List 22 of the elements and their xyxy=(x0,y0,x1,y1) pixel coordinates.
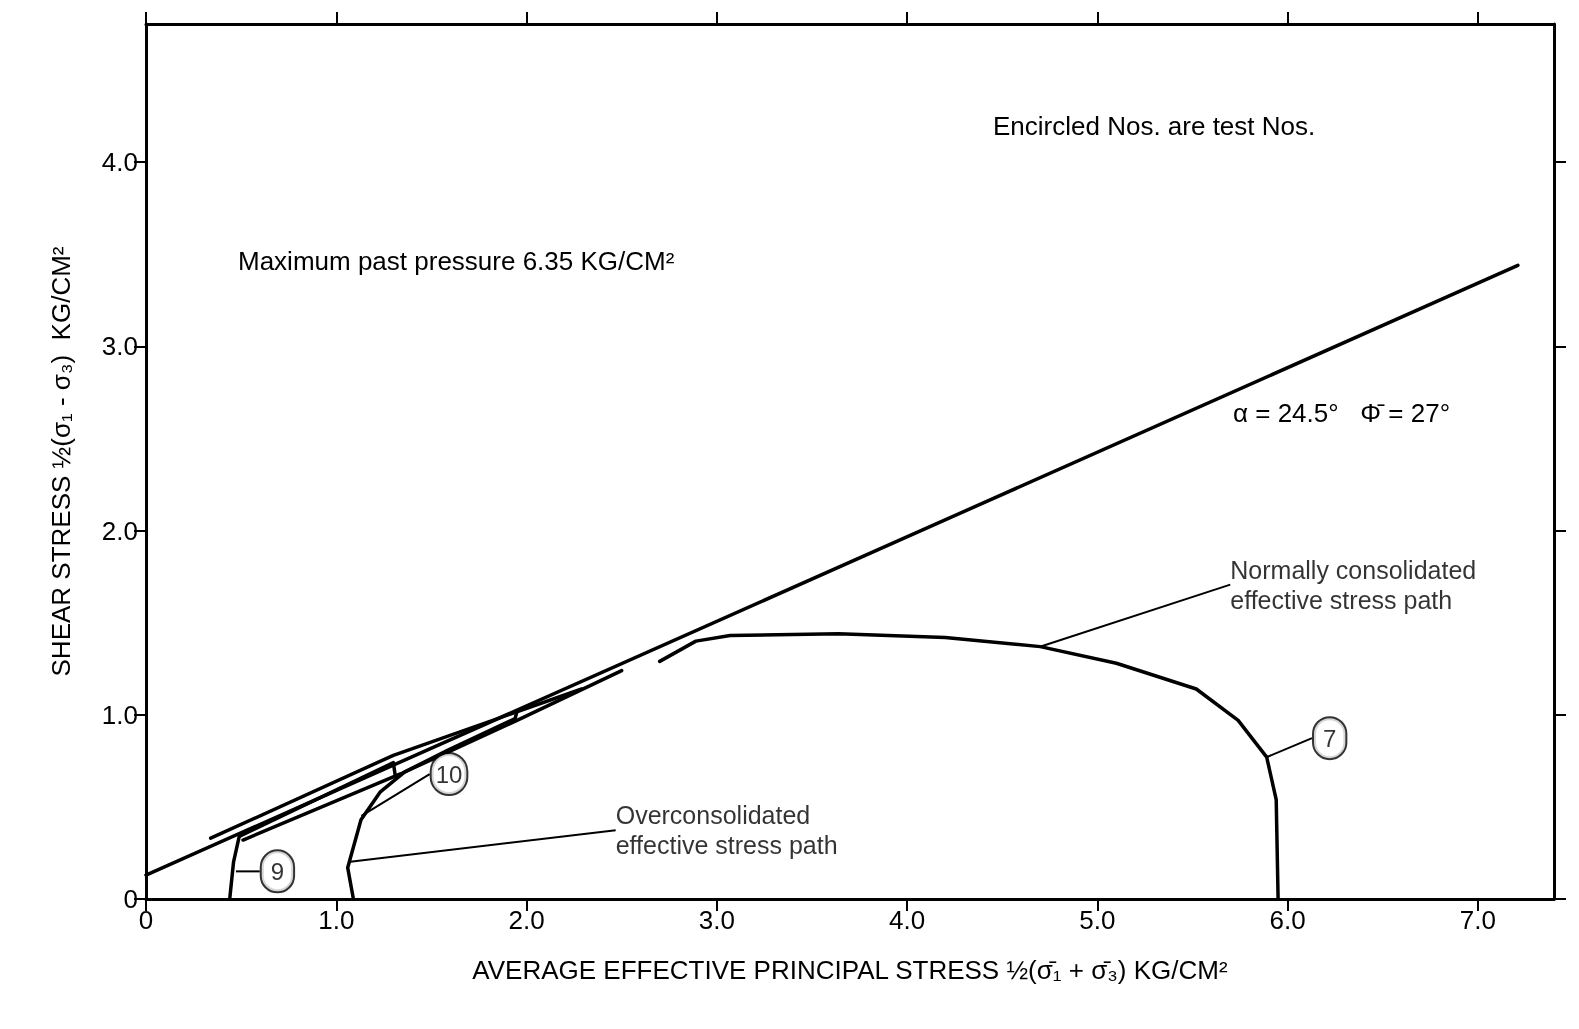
x-tick-label: 1.0 xyxy=(318,905,355,935)
y-tick-label: 3.0 xyxy=(101,331,138,362)
y-tick-label: 4.0 xyxy=(101,147,138,178)
annotation: Normally consolidated effective stress path xyxy=(1230,555,1477,614)
annotation: 10 xyxy=(435,760,463,788)
annotation: 9 xyxy=(270,857,285,885)
annotation: Maximum past pressure 6.35 KG/CM² xyxy=(238,246,675,276)
y-tick-label: 2.0 xyxy=(101,515,138,546)
y-axis-title: SHEAR STRESS ½(σ₁ - σ₃) KG/CM² xyxy=(46,246,76,677)
x-tick-label: 4.0 xyxy=(889,905,926,935)
annotation: Overconsolidated effective stress path xyxy=(615,801,838,860)
x-tick-label: 2.0 xyxy=(508,905,545,935)
annotation: Encircled Nos. are test Nos. xyxy=(993,111,1316,141)
x-tick-label: 5.0 xyxy=(1079,905,1116,935)
annotation: 7 xyxy=(1323,724,1337,752)
annotation: α = 24.5° Φ̄ = 27° xyxy=(1233,398,1451,428)
x-tick-label: 3.0 xyxy=(698,905,735,935)
x-axis-title: AVERAGE EFFECTIVE PRINCIPAL STRESS ½(σ̄₁ + σ̄₃) KG/CM² xyxy=(472,955,1228,985)
y-tick-label: 1.0 xyxy=(101,699,138,730)
x-tick-label: 6.0 xyxy=(1269,905,1306,935)
x-tick-label: 7.0 xyxy=(1459,905,1496,935)
y-tick-label: 0 xyxy=(123,884,138,914)
